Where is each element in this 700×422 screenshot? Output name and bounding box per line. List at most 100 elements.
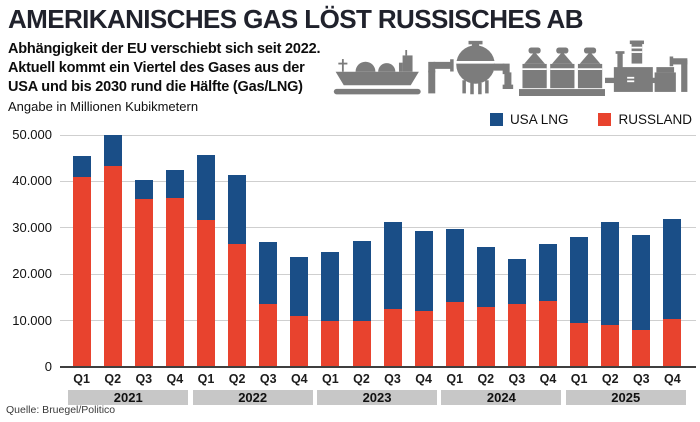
x-axis-label: Q2 <box>228 372 246 386</box>
bar-q3-2025 <box>632 235 651 367</box>
bar-segment-russland <box>197 220 215 367</box>
bar-q3-2023 <box>383 221 402 367</box>
spherical-gas-tank-icon <box>427 40 513 95</box>
x-axis-label: Q3 <box>259 372 277 386</box>
y-axis-label: 0 <box>44 359 52 374</box>
x-axis-label: Q2 <box>477 372 495 386</box>
x-axis-label: Q3 <box>384 372 401 386</box>
y-axis-label: 20.000 <box>12 266 52 282</box>
chart-legend: USA LNG RUSSLAND <box>489 112 692 127</box>
bar-q2-2023 <box>352 241 371 367</box>
bar-q1-2021 <box>72 155 91 367</box>
gas-plant-icon <box>605 40 688 92</box>
bar-q2-2021 <box>103 135 122 367</box>
x-axis-label: Q2 <box>601 372 619 386</box>
unit-note: Angabe in Millionen Kubikmetern <box>8 99 199 114</box>
subtitle-line: Aktuell kommt ein Viertel des Gases aus … <box>8 60 305 76</box>
year-band-2024: 2024 <box>441 390 562 405</box>
bar-segment-russland <box>383 309 402 367</box>
bar-segment-usa-lng <box>134 180 153 199</box>
bar-segment-usa-lng <box>476 247 495 307</box>
x-axis-label: Q1 <box>197 372 215 386</box>
x-axis-label: Q2 <box>353 372 370 386</box>
x-axis-label: Q3 <box>632 372 650 386</box>
bar-q1-2024 <box>445 229 464 367</box>
bar-segment-russland <box>445 301 464 367</box>
lng-tanker-ship-icon <box>333 49 421 95</box>
x-axis-label: Q3 <box>135 372 153 386</box>
bar-q1-2025 <box>570 236 589 367</box>
bar-segment-russland <box>663 319 682 367</box>
year-band-2022: 2022 <box>192 390 313 405</box>
bar-segment-russland <box>290 315 309 367</box>
bar-q2-2024 <box>476 247 495 367</box>
legend-label: USA LNG <box>509 112 569 127</box>
bar-segment-russland <box>165 198 184 367</box>
subtitle-line: Abhängigkeit der EU verschiebt sich seit… <box>8 41 321 57</box>
gridline <box>60 273 696 275</box>
bar-q2-2022 <box>228 175 247 367</box>
bar-segment-usa-lng <box>632 235 651 330</box>
bar-segment-usa-lng <box>507 259 526 305</box>
bar-segment-usa-lng <box>72 155 91 177</box>
subtitle-line: USA und bis 2030 rund die Hälfte (Gas/LN… <box>8 79 303 95</box>
bar-segment-russland <box>134 199 153 367</box>
bar-q4-2023 <box>414 231 433 367</box>
x-axis-label: Q4 <box>539 372 557 386</box>
x-axis-label: Q4 <box>166 372 184 386</box>
bar-segment-russland <box>632 329 651 367</box>
gridline <box>60 134 696 136</box>
storage-tanks-icon <box>518 47 606 96</box>
bar-segment-usa-lng <box>352 241 371 321</box>
bar-segment-usa-lng <box>570 236 589 323</box>
header-icons <box>332 36 694 98</box>
bar-segment-usa-lng <box>663 219 682 320</box>
bar-segment-russland <box>72 176 91 367</box>
bar-q4-2021 <box>165 170 184 367</box>
gridline <box>60 180 696 182</box>
bar-segment-russland <box>476 306 495 367</box>
bar-segment-russland <box>321 320 340 367</box>
bar-segment-usa-lng <box>445 229 464 302</box>
bar-segment-russland <box>103 166 122 367</box>
bar-segment-russland <box>507 304 526 367</box>
legend-item: USA LNG <box>489 112 569 127</box>
x-axis-label: Q1 <box>446 372 464 386</box>
bar-segment-russland <box>228 243 247 367</box>
x-axis-label: Q1 <box>570 372 588 386</box>
bar-segment-usa-lng <box>290 256 309 316</box>
bar-segment-usa-lng <box>321 252 340 321</box>
bar-segment-usa-lng <box>539 244 557 302</box>
x-axis-label: Q4 <box>290 372 308 386</box>
bar-q3-2022 <box>259 241 278 367</box>
bar-segment-usa-lng <box>414 231 433 312</box>
bar-segment-russland <box>601 325 620 367</box>
bar-segment-russland <box>352 320 371 367</box>
y-axis-label: 10.000 <box>12 312 52 328</box>
bar-segment-usa-lng <box>165 170 184 199</box>
x-axis-label: Q1 <box>73 372 90 386</box>
y-axis-label: 50.000 <box>12 127 52 142</box>
x-axis-label: Q3 <box>508 372 526 386</box>
legend-swatch <box>598 113 612 126</box>
year-band-2021: 2021 <box>68 390 189 405</box>
bar-q4-2024 <box>539 244 557 367</box>
year-band-2025: 2025 <box>565 390 686 405</box>
x-axis-baseline <box>60 366 696 368</box>
bar-segment-russland <box>259 303 278 367</box>
bar-q4-2025 <box>663 219 682 367</box>
bar-q4-2022 <box>290 256 309 367</box>
bar-segment-russland <box>414 311 433 367</box>
page-title: AMERIKANISCHES GAS LÖST RUSSISCHES AB <box>8 4 584 34</box>
bar-segment-usa-lng <box>383 221 402 310</box>
bar-segment-usa-lng <box>103 135 122 167</box>
legend-item: RUSSLAND <box>598 112 692 127</box>
x-axis-label: Q4 <box>664 372 681 386</box>
gridline <box>60 320 696 322</box>
gridline <box>60 227 696 229</box>
legend-swatch <box>489 113 503 126</box>
bar-segment-russland <box>539 301 557 367</box>
bar-q1-2022 <box>197 155 215 367</box>
bar-q3-2024 <box>507 259 526 367</box>
